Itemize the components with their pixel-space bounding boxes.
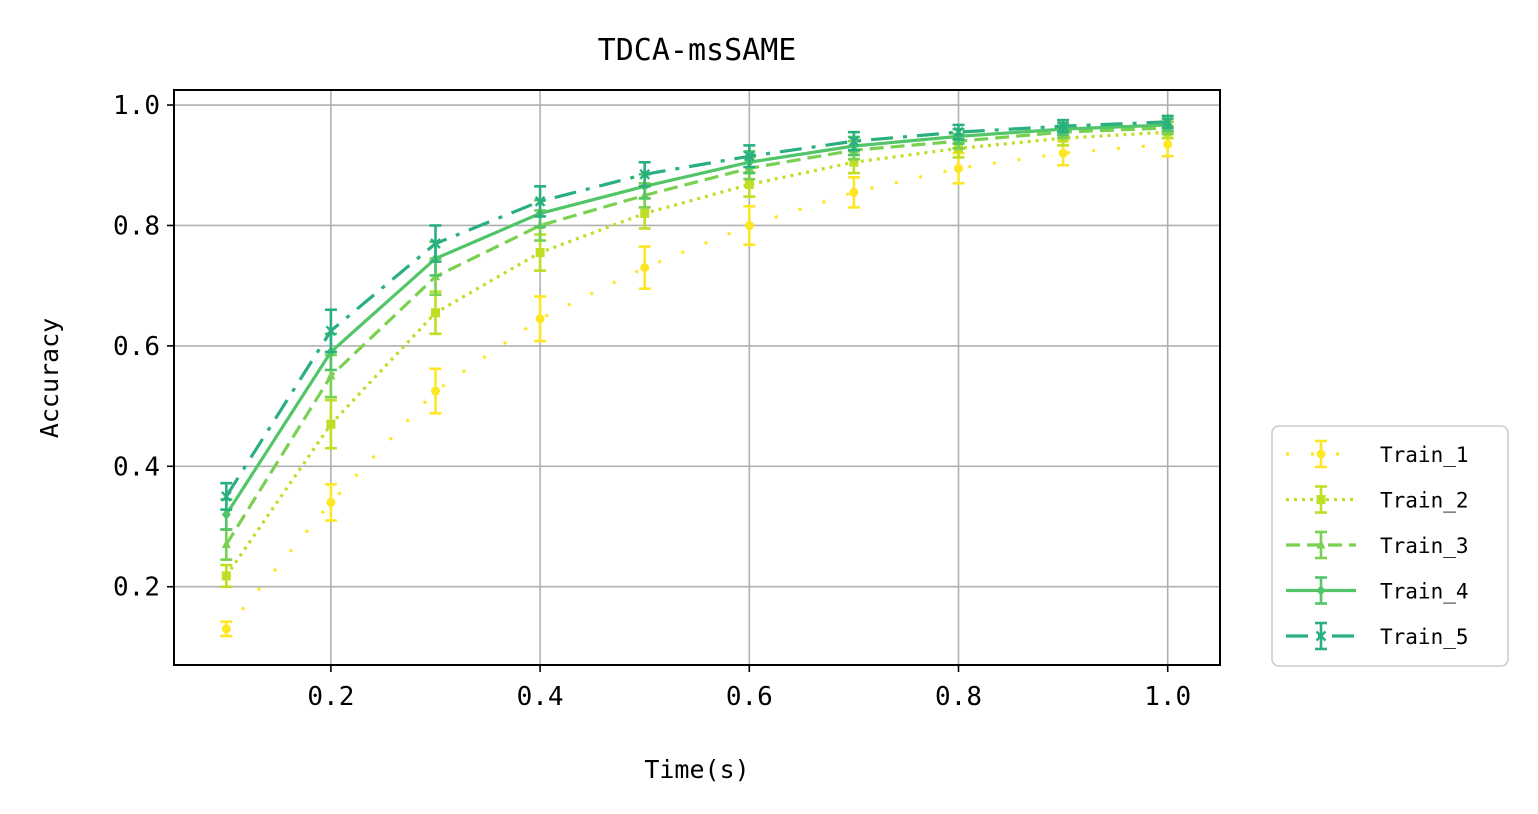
data-point-marker <box>1316 539 1326 549</box>
data-point-marker <box>743 150 755 162</box>
data-point-marker <box>1315 630 1327 642</box>
data-point-marker <box>639 168 651 180</box>
y-axis-label: Accuracy <box>35 318 64 438</box>
tick-layer: 0.2 0.4 0.6 0.8 1.0 0.2 0.4 0.6 0.8 1.0 <box>113 91 1191 712</box>
data-point-marker <box>1162 116 1174 128</box>
legend-entry: Train_3 <box>1286 530 1469 560</box>
plot-frame <box>173 89 1221 666</box>
series-line <box>225 142 1168 630</box>
data-point-marker <box>220 491 232 502</box>
data-point-marker <box>744 220 754 230</box>
data-point-marker <box>535 248 545 258</box>
y-tick-label: 0.8 <box>113 211 160 241</box>
legend-frame <box>1271 425 1509 667</box>
data-point-marker <box>431 386 440 396</box>
series-Train_2 <box>220 124 1174 589</box>
data-point-marker <box>1316 495 1326 504</box>
chart-title: TDCA-msSAME <box>598 33 797 68</box>
x-tick-label: 0.4 <box>517 682 564 712</box>
data-point-marker <box>1058 148 1068 158</box>
data-point-marker <box>221 539 231 549</box>
y-tick-label: 0.2 <box>113 573 160 603</box>
legend-entry: Train_5 <box>1286 621 1469 651</box>
series-layer <box>220 114 1174 638</box>
data-point-marker <box>221 571 231 581</box>
legend: Train_1 Train_2 Train_3 Train_4 Train_5 <box>1271 425 1509 667</box>
series-line <box>224 126 1168 546</box>
data-point-marker <box>1057 120 1069 132</box>
legend-entry: Train_4 <box>1286 576 1469 605</box>
data-point-marker <box>221 508 231 520</box>
series-Train_3 <box>220 120 1174 561</box>
legend-label: Train_5 <box>1380 625 1469 649</box>
data-point-marker <box>744 180 754 190</box>
data-point-marker <box>848 135 860 147</box>
y-tick-label: 0.6 <box>113 332 160 362</box>
series-line <box>224 130 1168 577</box>
series-Train_5 <box>220 114 1174 511</box>
legend-entry: Train_1 <box>1286 439 1469 469</box>
y-tick-label: 1.0 <box>113 91 160 121</box>
data-point-marker <box>953 126 964 138</box>
legend-label: Train_1 <box>1380 443 1469 467</box>
data-point-marker <box>849 187 859 197</box>
x-tick-label: 0.6 <box>726 682 773 712</box>
y-tick-label: 0.4 <box>113 452 160 482</box>
data-point-marker <box>326 497 336 507</box>
data-point-marker <box>1316 585 1326 596</box>
data-point-marker <box>640 208 650 218</box>
data-point-marker <box>325 325 337 337</box>
x-tick-label: 0.8 <box>935 682 982 712</box>
data-point-marker <box>954 163 963 173</box>
x-axis-label: Time(s) <box>644 755 749 784</box>
legend-label: Train_4 <box>1380 580 1469 604</box>
legend-label: Train_3 <box>1380 534 1469 558</box>
legend-entry: Train_2 <box>1286 485 1469 514</box>
series-line <box>224 123 1168 516</box>
data-point-marker <box>535 314 545 324</box>
data-point-marker <box>640 263 650 273</box>
data-point-marker <box>849 157 859 167</box>
data-point-marker <box>326 419 336 429</box>
legend-label: Train_2 <box>1380 489 1469 513</box>
data-point-marker <box>430 238 441 249</box>
data-point-marker <box>221 624 231 634</box>
series-Train_1 <box>220 130 1174 638</box>
series-line <box>224 120 1168 498</box>
data-point-marker <box>1163 139 1173 149</box>
x-tick-label: 1.0 <box>1144 682 1191 712</box>
data-point-marker <box>1316 449 1326 459</box>
data-point-marker <box>534 196 546 207</box>
data-point-marker <box>326 370 336 380</box>
data-point-marker <box>431 308 440 318</box>
x-tick-label: 0.2 <box>307 682 354 712</box>
